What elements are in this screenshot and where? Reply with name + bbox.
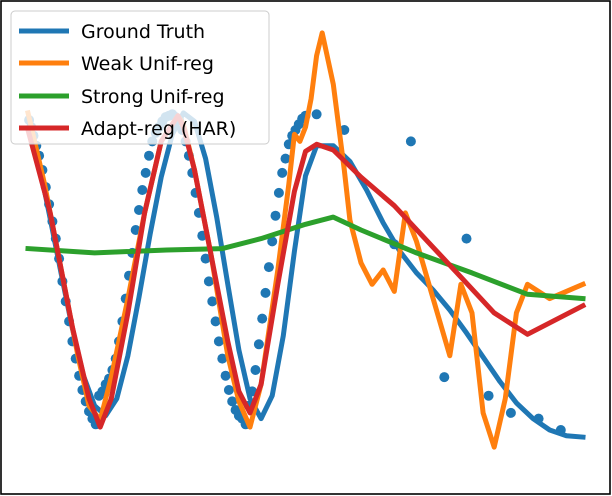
series-line-adapt-reg-har bbox=[24, 113, 587, 430]
legend-label-adapt-reg-har: Adapt-reg (HAR) bbox=[81, 118, 236, 140]
data-point bbox=[134, 205, 144, 215]
series-line-strong-unif-reg bbox=[25, 214, 586, 302]
data-point bbox=[257, 313, 268, 324]
data-point bbox=[461, 233, 472, 244]
data-point bbox=[277, 167, 288, 178]
data-point bbox=[130, 225, 141, 235]
data-point bbox=[217, 353, 228, 364]
legend-label-strong-unif-reg: Strong Unif-reg bbox=[81, 86, 225, 108]
data-point bbox=[267, 236, 278, 247]
data-point bbox=[439, 372, 450, 383]
data-point bbox=[273, 187, 284, 198]
data-point bbox=[505, 407, 516, 418]
data-point bbox=[220, 370, 231, 381]
legend-label-weak-unif-reg: Weak Unif-reg bbox=[81, 53, 214, 75]
data-point bbox=[140, 167, 151, 178]
legend-box bbox=[10, 10, 270, 145]
data-point bbox=[207, 296, 218, 307]
data-point bbox=[144, 150, 154, 161]
data-point bbox=[227, 396, 238, 407]
data-point bbox=[263, 262, 274, 273]
data-point bbox=[200, 253, 211, 264]
data-point bbox=[311, 109, 322, 120]
data-point bbox=[137, 185, 148, 195]
data-point bbox=[223, 385, 234, 395]
series-layer bbox=[24, 30, 587, 450]
legend-label-ground-truth: Ground Truth bbox=[81, 21, 205, 43]
data-point bbox=[203, 276, 214, 287]
data-point bbox=[483, 390, 494, 401]
data-point bbox=[250, 365, 261, 375]
data-point bbox=[210, 316, 221, 327]
data-point bbox=[405, 136, 416, 147]
data-point bbox=[280, 153, 291, 164]
data-point bbox=[270, 210, 281, 221]
legend: Ground Truth Weak Unif-reg Strong Unif-r… bbox=[10, 10, 270, 145]
data-point bbox=[253, 339, 264, 350]
data-point bbox=[213, 336, 224, 347]
data-point bbox=[260, 287, 271, 298]
